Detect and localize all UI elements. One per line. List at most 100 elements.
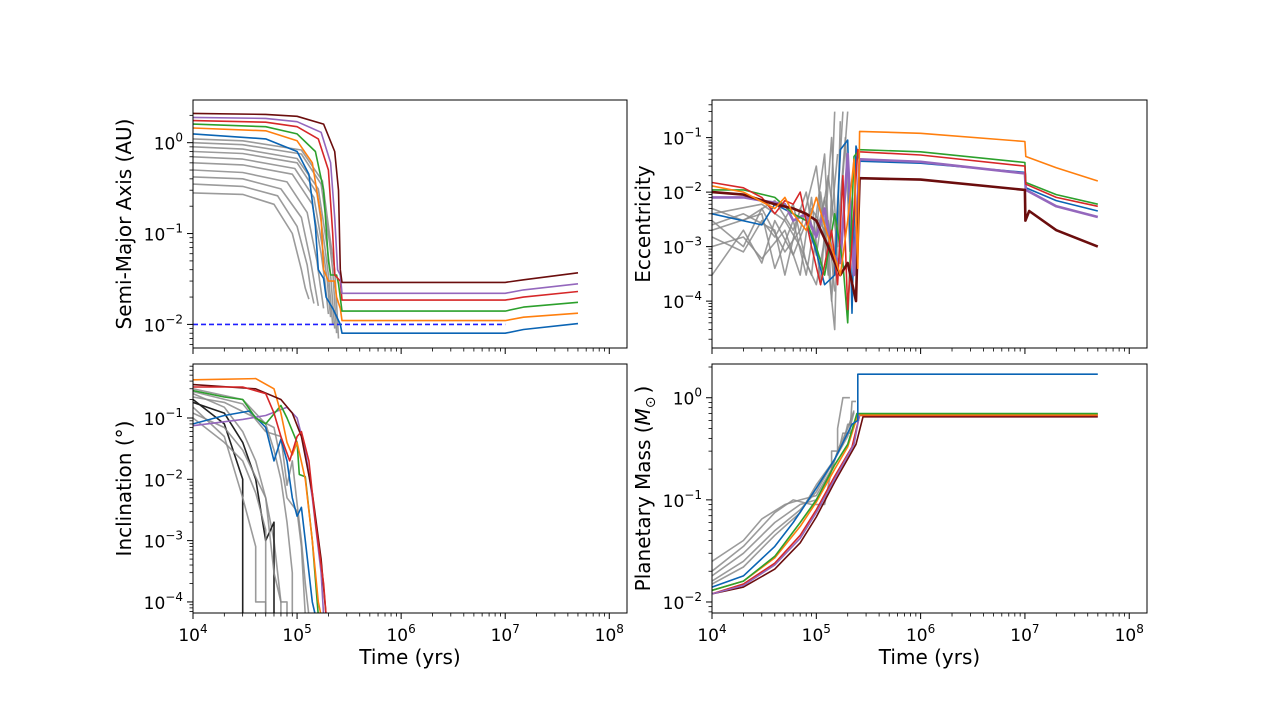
tick-exponent: 4 — [200, 622, 208, 636]
series-line-gray-4 — [193, 396, 306, 613]
series-line-black-5 — [193, 401, 275, 613]
series-line-orange-13 — [712, 130, 1099, 276]
series-line-gray-9 — [193, 192, 310, 300]
tick-base: 10 — [663, 594, 685, 614]
tick-exponent: −2 — [165, 467, 183, 481]
series-line-purple-9 — [712, 152, 1099, 277]
x-tick-label: 104 — [697, 622, 726, 646]
series-line-gray-2 — [712, 111, 849, 256]
tick-exponent: 6 — [928, 622, 936, 636]
y-tick-label: 10−2 — [144, 467, 183, 491]
y-tick-label: 10−1 — [144, 406, 183, 430]
tick-base: 10 — [144, 410, 166, 430]
x-tick-label: 105 — [802, 622, 831, 646]
y-tick-label: 100 — [673, 386, 702, 410]
tick-exponent: −3 — [165, 529, 183, 543]
ylabel-suffix: ) — [631, 386, 655, 394]
y-axis-label: Inclination (°) — [112, 421, 136, 557]
tick-exponent: −1 — [165, 222, 183, 236]
series-line-gray-2 — [712, 410, 855, 577]
series-line-blue-8 — [712, 139, 1098, 314]
y-axis-label: Semi-Major Axis (AU) — [112, 119, 136, 330]
tick-base: 10 — [144, 533, 166, 553]
tick-exponent: 6 — [408, 622, 416, 636]
y-tick-label: 10−4 — [663, 289, 702, 313]
tick-base: 10 — [673, 390, 695, 410]
series-line-blue-11 — [193, 133, 579, 334]
series-line-gray-6 — [193, 417, 267, 613]
tick-exponent: −2 — [165, 312, 183, 326]
plot-area — [712, 111, 1099, 331]
tick-exponent: 7 — [512, 622, 520, 636]
tick-base: 10 — [144, 594, 166, 614]
tick-base: 10 — [663, 130, 685, 150]
series-line-black-1 — [193, 398, 244, 613]
tick-exponent: −2 — [684, 590, 702, 604]
series-line-brown-12 — [712, 176, 1099, 303]
tick-exponent: −1 — [165, 406, 183, 420]
tick-base: 10 — [144, 226, 166, 246]
y-tick-label: 10−1 — [663, 488, 702, 512]
plot-area — [193, 377, 327, 613]
tick-base: 10 — [1010, 626, 1032, 646]
series-line-red-14 — [193, 386, 327, 613]
tick-base: 10 — [802, 626, 824, 646]
tick-base: 10 — [1115, 626, 1137, 646]
tick-exponent: 7 — [1032, 622, 1040, 636]
y-tick-label: 10−2 — [144, 312, 183, 336]
tick-base: 10 — [906, 626, 928, 646]
axes-frame — [711, 99, 1148, 349]
tick-exponent: −4 — [165, 590, 183, 604]
series-line-brown-16 — [193, 112, 579, 284]
x-tick-label: 106 — [386, 622, 415, 646]
tick-exponent: 5 — [304, 622, 312, 636]
tick-base: 10 — [178, 626, 200, 646]
x-tick-label: 107 — [1010, 622, 1039, 646]
tick-exponent: −1 — [684, 488, 702, 502]
x-tick-label: 108 — [595, 622, 624, 646]
series-line-brown-5 — [712, 416, 1098, 595]
tick-exponent: −2 — [684, 180, 702, 194]
axes-frame — [711, 363, 1148, 614]
series-line-gray-8 — [193, 183, 315, 304]
tick-base: 10 — [144, 316, 166, 336]
y-tick-label: 10−4 — [144, 590, 183, 614]
ylabel-prefix: Planetary Mass ( — [631, 425, 655, 591]
tick-exponent: 0 — [175, 131, 183, 145]
y-tick-label: 10−3 — [144, 529, 183, 553]
series-line-gray-7 — [193, 176, 320, 307]
series-line-purple-15 — [193, 116, 579, 295]
y-tick-label: 10−2 — [663, 180, 702, 204]
x-tick-label: 107 — [491, 622, 520, 646]
series-line-gray-0 — [193, 392, 282, 613]
tick-base: 10 — [663, 492, 685, 512]
x-axis-label: Time (yrs) — [358, 645, 460, 669]
tick-exponent: −1 — [684, 126, 702, 140]
series-line-gray-3 — [712, 423, 854, 582]
tick-exponent: 4 — [719, 622, 727, 636]
series-line-gray-4 — [712, 412, 855, 585]
series-line-purple-7 — [712, 413, 1098, 595]
x-tick-label: 104 — [178, 622, 207, 646]
y-tick-label: 10−3 — [663, 235, 702, 259]
tick-base: 10 — [154, 135, 176, 155]
plot-area — [193, 112, 579, 339]
series-line-gray-0 — [712, 396, 850, 562]
series-line-blue-10 — [712, 373, 1098, 588]
sun-symbol: ⊙ — [643, 396, 659, 408]
x-axis-label: Time (yrs) — [878, 645, 980, 669]
tick-base: 10 — [663, 239, 685, 259]
axes-frame — [192, 363, 628, 614]
plot-area — [712, 373, 1098, 595]
series-line-green-13 — [193, 123, 579, 312]
tick-exponent: 8 — [616, 622, 624, 636]
x-tick-label: 105 — [282, 622, 311, 646]
ylabel-symbol: M — [631, 408, 655, 425]
tick-base: 10 — [144, 471, 166, 491]
tick-exponent: 5 — [823, 622, 831, 636]
tick-exponent: 0 — [694, 386, 702, 400]
series-line-gray-6 — [193, 169, 325, 309]
